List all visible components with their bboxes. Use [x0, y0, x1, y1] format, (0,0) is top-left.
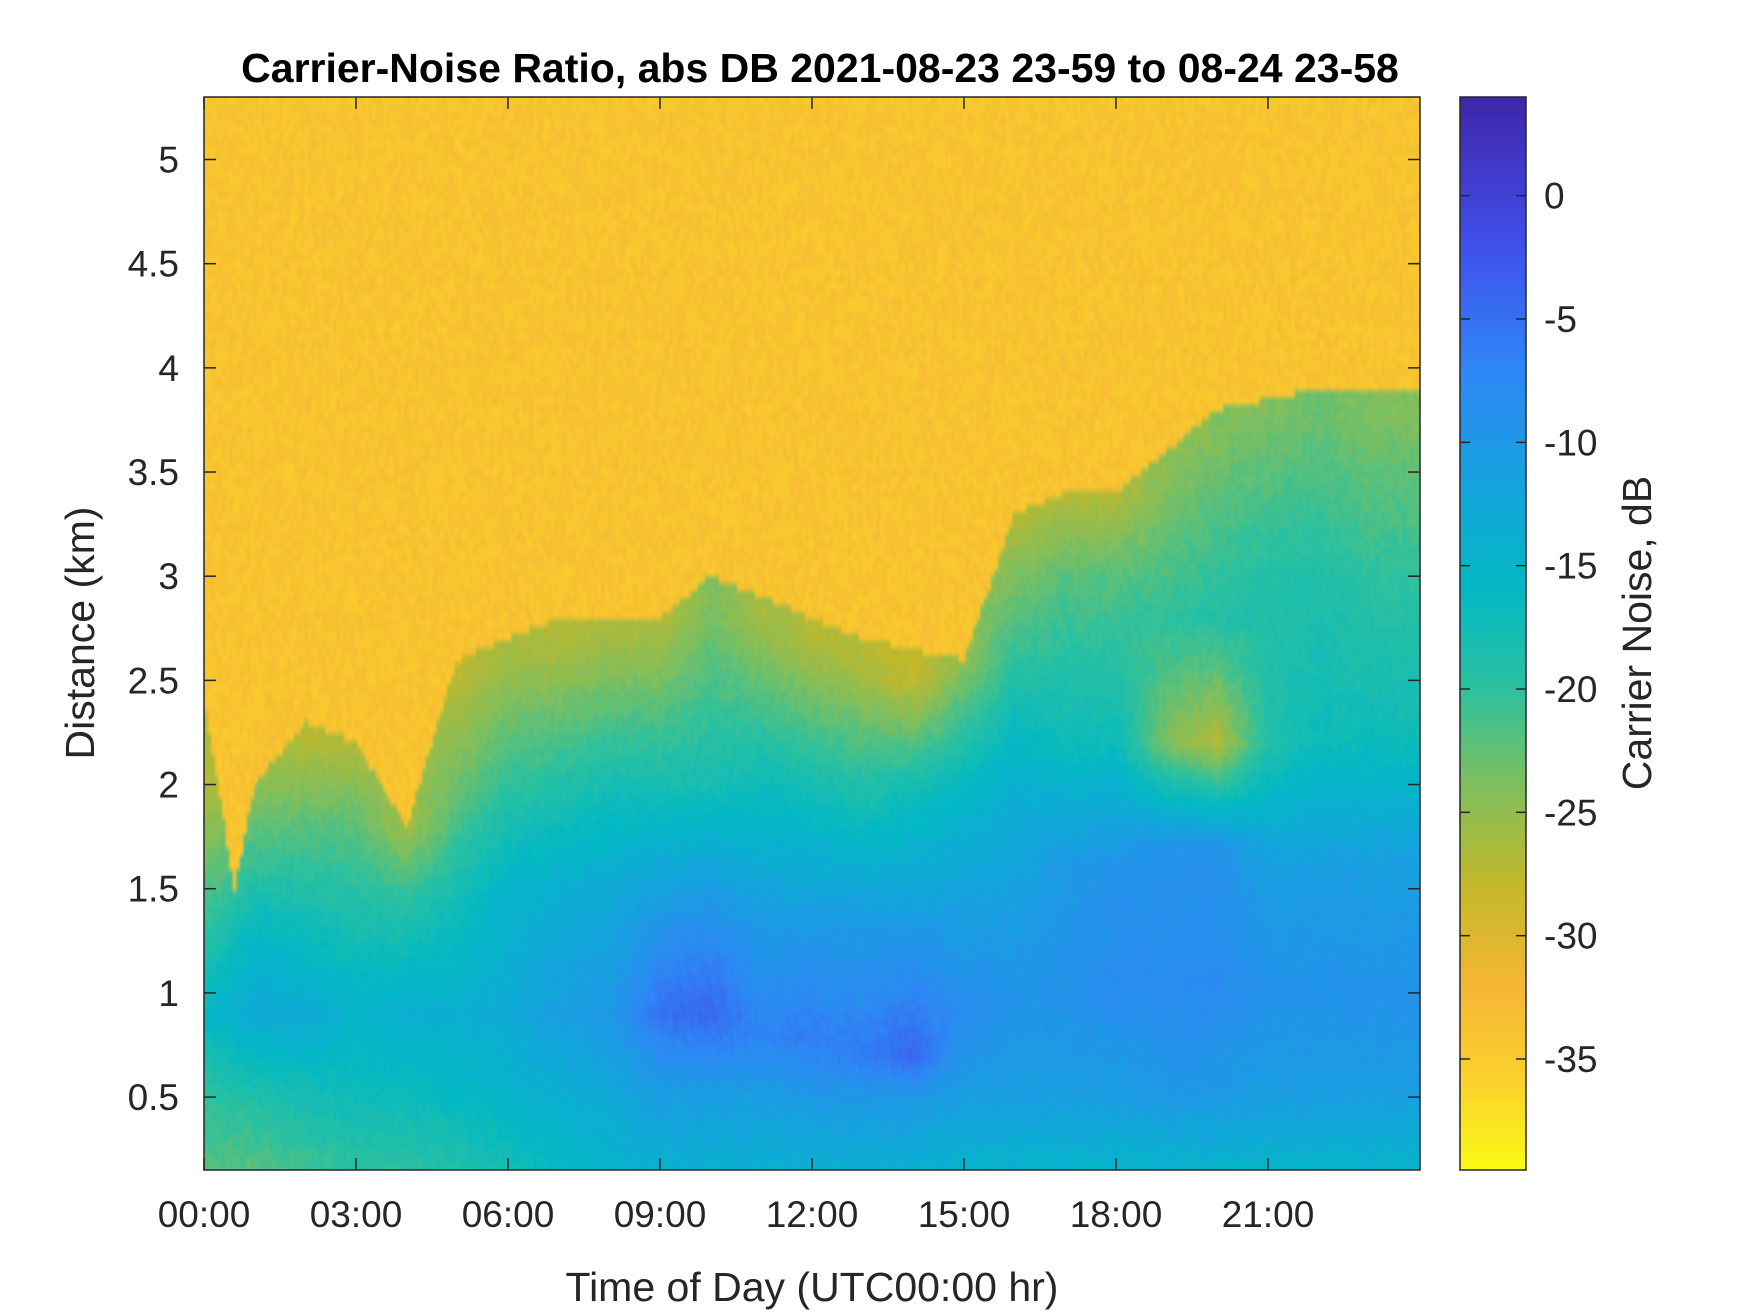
y-tick-label: 0.5: [128, 1077, 179, 1118]
y-axis-label: Distance (km): [57, 507, 103, 760]
colorbar-tick-label: -5: [1544, 299, 1577, 340]
x-tick-label: 00:00: [158, 1194, 251, 1235]
heatmap-image: [204, 97, 1420, 1170]
colorbar-tick-label: -10: [1544, 422, 1597, 463]
y-tick-label: 3: [158, 556, 179, 597]
colorbar-tick-label: -15: [1544, 546, 1597, 587]
x-tick-label: 12:00: [766, 1194, 859, 1235]
colorbar-tick-label: -25: [1544, 792, 1597, 833]
colorbar: 0 -5 -10 -15 -20 -25 -30 -35: [1459, 96, 1597, 1171]
y-tick-label: 2.5: [128, 660, 179, 701]
colorbar-ticks: 0 -5 -10 -15 -20 -25 -30 -35: [1460, 176, 1597, 1080]
y-tick-label: 2: [158, 765, 179, 806]
colorbar-label: Carrier Noise, dB: [1614, 476, 1660, 790]
chart-title: Carrier-Noise Ratio, abs DB 2021-08-23 2…: [241, 45, 1399, 91]
plot-area: 00:00 03:00 06:00 09:00 12:00 15:00 18:00 21:00…: [128, 96, 1421, 1235]
colorbar-gradient: [1460, 97, 1526, 1170]
x-tick-label: 06:00: [462, 1194, 555, 1235]
y-tick-label: 5: [158, 140, 179, 181]
y-tick-label: 3.5: [128, 452, 179, 493]
x-tick-label: 18:00: [1070, 1194, 1163, 1235]
y-tick-label: 1.5: [128, 869, 179, 910]
colorbar-tick-label: -35: [1544, 1039, 1597, 1080]
colorbar-tick-label: -30: [1544, 916, 1597, 957]
colorbar-frame: [1459, 96, 1527, 1171]
colorbar-tick-label: -20: [1544, 669, 1597, 710]
x-axis-ticks: 00:00 03:00 06:00 09:00 12:00 15:00 18:00 21:00: [158, 97, 1315, 1235]
x-tick-label: 09:00: [614, 1194, 707, 1235]
colorbar-tick-label: 0: [1544, 176, 1565, 217]
y-tick-label: 4: [158, 348, 179, 389]
x-axis-label: Time of Day (UTC00:00 hr): [566, 1264, 1059, 1310]
x-tick-label: 03:00: [310, 1194, 403, 1235]
y-tick-label: 4.5: [128, 244, 179, 285]
y-axis-ticks: 0.5 1 1.5 2 2.5 3 3.5 4 4.5 5: [128, 140, 1420, 1118]
x-tick-label: 15:00: [918, 1194, 1011, 1235]
y-tick-label: 1: [158, 973, 179, 1014]
x-tick-label: 21:00: [1222, 1194, 1315, 1235]
